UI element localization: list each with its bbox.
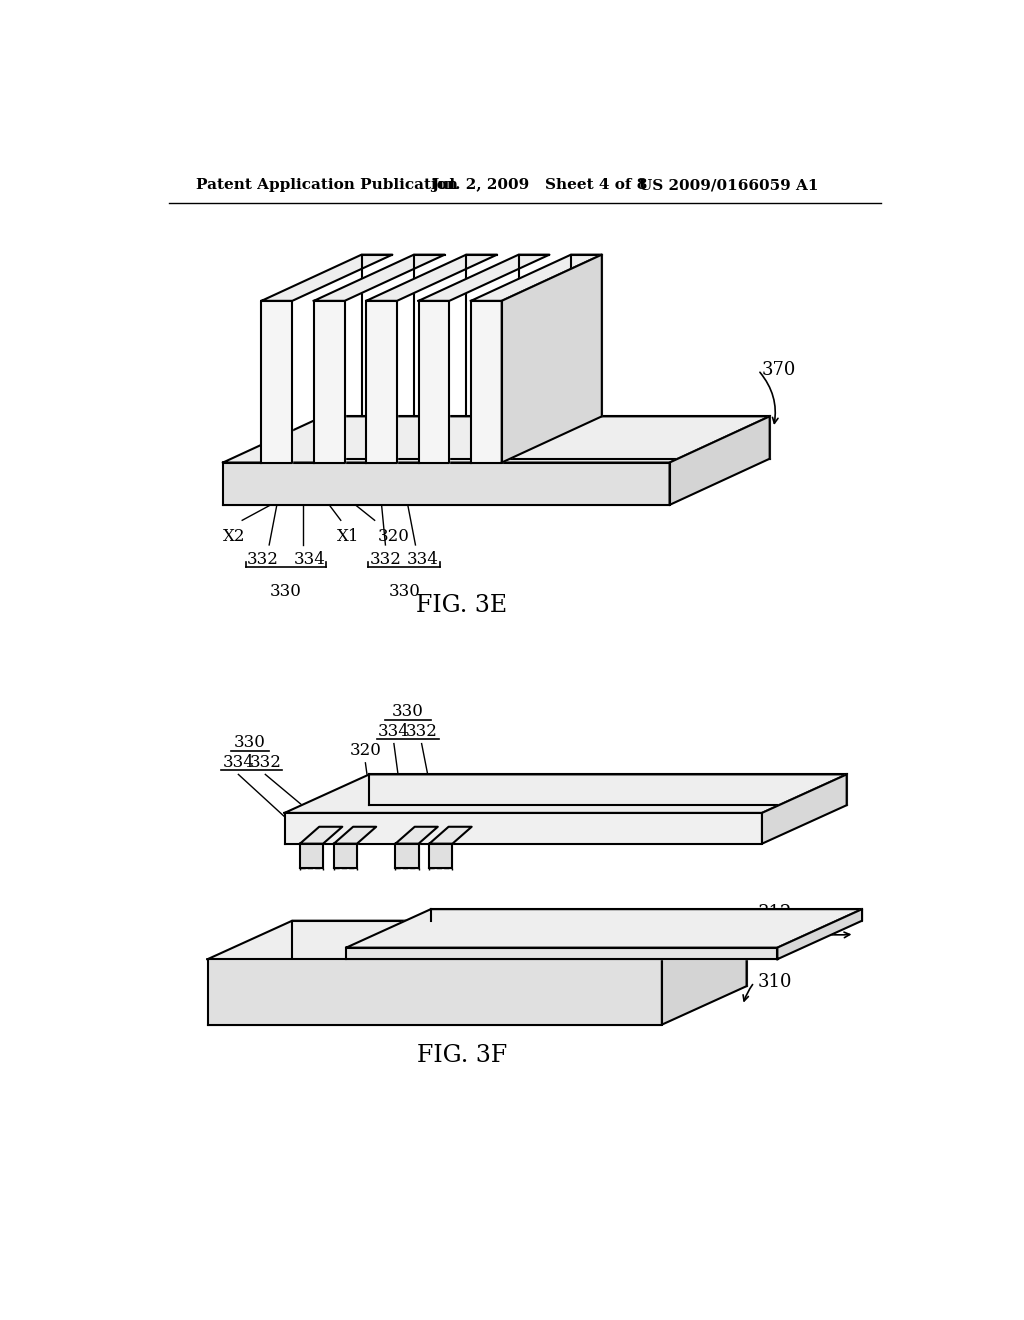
Text: 320: 320 xyxy=(349,742,381,759)
Polygon shape xyxy=(261,301,292,462)
Polygon shape xyxy=(367,255,497,301)
Text: 330: 330 xyxy=(233,734,266,751)
Text: Patent Application Publication: Patent Application Publication xyxy=(196,178,458,193)
Polygon shape xyxy=(419,301,450,462)
Text: 334: 334 xyxy=(293,552,326,568)
Polygon shape xyxy=(419,255,550,301)
Polygon shape xyxy=(334,826,376,843)
Polygon shape xyxy=(334,843,357,869)
Text: US 2009/0166059 A1: US 2009/0166059 A1 xyxy=(639,178,818,193)
Polygon shape xyxy=(208,921,746,960)
Polygon shape xyxy=(395,843,419,869)
Text: 370: 370 xyxy=(758,796,793,814)
Polygon shape xyxy=(346,909,862,948)
Text: 320: 320 xyxy=(378,528,410,545)
Polygon shape xyxy=(429,826,472,843)
Text: 330: 330 xyxy=(270,583,302,601)
Polygon shape xyxy=(395,826,438,843)
Text: X1: X1 xyxy=(337,528,359,545)
Polygon shape xyxy=(261,255,392,301)
Polygon shape xyxy=(285,813,762,843)
Text: 334: 334 xyxy=(378,723,410,739)
Polygon shape xyxy=(313,301,345,462)
Polygon shape xyxy=(223,416,770,462)
Polygon shape xyxy=(762,775,847,843)
Text: 332: 332 xyxy=(250,754,282,771)
Text: FIG. 3E: FIG. 3E xyxy=(416,594,507,616)
Polygon shape xyxy=(313,255,444,301)
Polygon shape xyxy=(777,909,862,960)
Polygon shape xyxy=(300,826,342,843)
Polygon shape xyxy=(223,462,670,506)
Polygon shape xyxy=(208,960,662,1024)
Polygon shape xyxy=(670,416,770,506)
Polygon shape xyxy=(662,921,746,1024)
Text: X2: X2 xyxy=(223,528,246,545)
Text: 310: 310 xyxy=(758,973,793,991)
Polygon shape xyxy=(300,843,323,869)
Text: 332: 332 xyxy=(370,552,401,568)
Polygon shape xyxy=(471,301,502,462)
Text: FIG. 3F: FIG. 3F xyxy=(417,1044,507,1067)
Polygon shape xyxy=(285,775,847,813)
Text: 332: 332 xyxy=(406,723,437,739)
Polygon shape xyxy=(471,255,602,301)
Text: 330: 330 xyxy=(388,583,420,601)
Text: 312: 312 xyxy=(758,904,793,921)
Polygon shape xyxy=(429,843,453,869)
Polygon shape xyxy=(502,255,602,462)
Polygon shape xyxy=(367,301,397,462)
Polygon shape xyxy=(346,948,777,960)
Text: 334: 334 xyxy=(408,552,439,568)
Text: Jul. 2, 2009   Sheet 4 of 8: Jul. 2, 2009 Sheet 4 of 8 xyxy=(431,178,647,193)
Text: 370: 370 xyxy=(762,362,797,379)
Text: 334: 334 xyxy=(222,754,254,771)
Text: 332: 332 xyxy=(247,552,279,568)
Text: 330: 330 xyxy=(392,704,424,721)
